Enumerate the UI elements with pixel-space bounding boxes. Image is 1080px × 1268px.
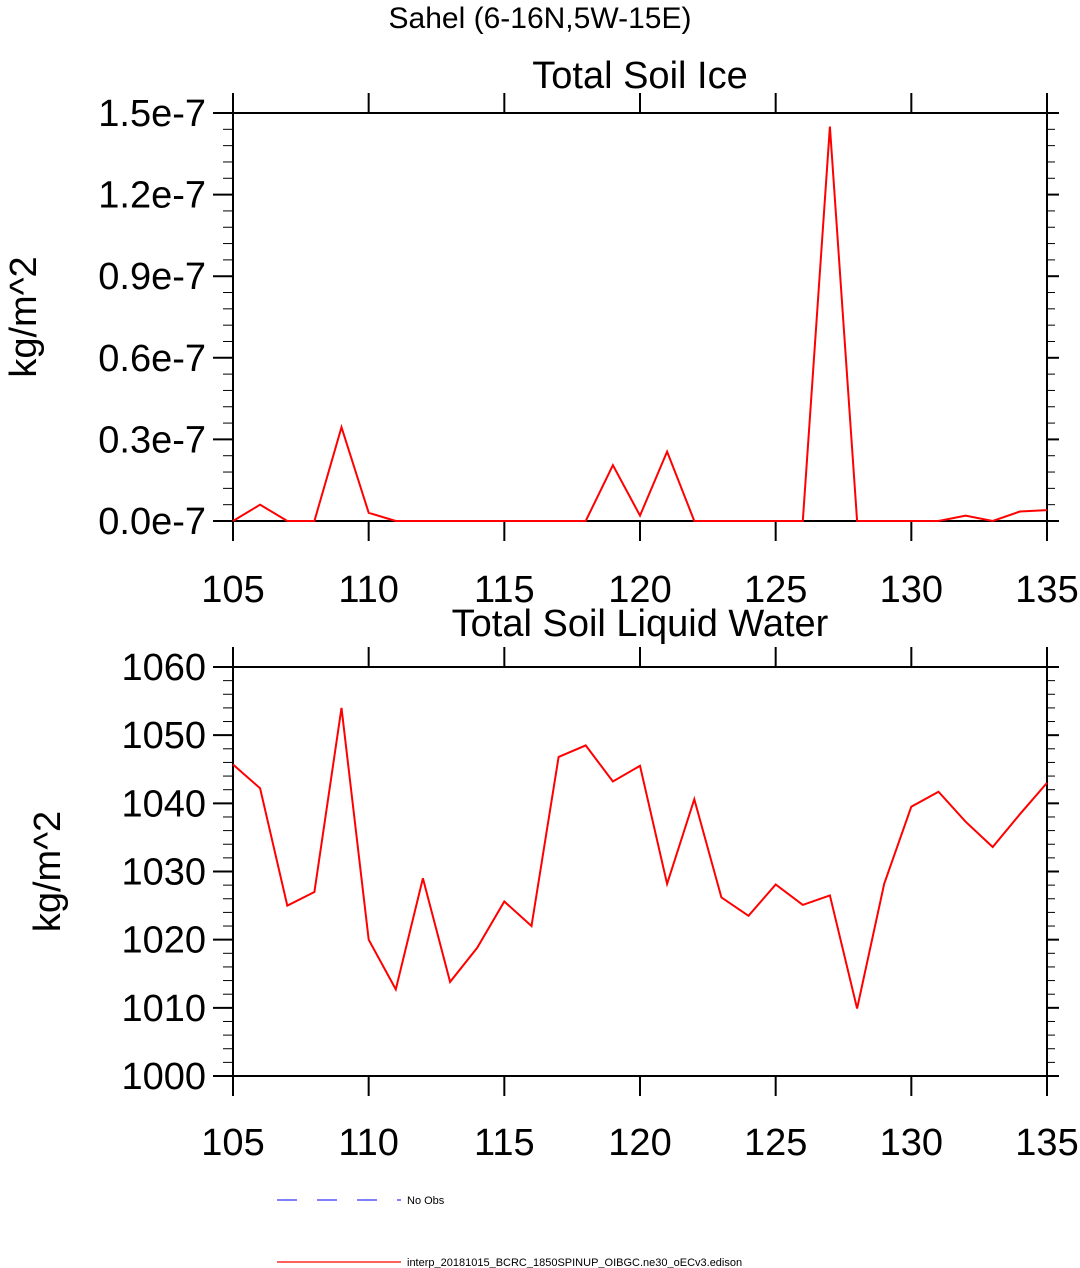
y-tick-label: 1020 bbox=[121, 920, 206, 962]
panel-title: Total Soil Ice bbox=[532, 55, 747, 97]
y-tick-label: 1030 bbox=[121, 852, 206, 894]
plot-frame bbox=[232, 666, 1048, 1077]
y-tick-label: 0.0e-7 bbox=[98, 501, 206, 543]
y-tick-label: 0.3e-7 bbox=[98, 419, 206, 461]
x-tick-label: 135 bbox=[1015, 1122, 1078, 1164]
legend: No Obs interp_20181015_BCRC_1850SPINUP_OI… bbox=[277, 1195, 742, 1268]
plot-frame bbox=[232, 112, 1048, 522]
x-tick-label: 120 bbox=[608, 569, 671, 611]
x-tick-label: 115 bbox=[474, 569, 535, 611]
x-tick-label: 125 bbox=[744, 569, 807, 611]
y-tick-label: 1.2e-7 bbox=[98, 175, 206, 217]
y-tick-label: 1060 bbox=[121, 647, 206, 689]
x-tick-label: 115 bbox=[474, 1122, 535, 1164]
panel-title: Total Soil Liquid Water bbox=[452, 603, 829, 645]
x-tick-label: 110 bbox=[338, 569, 399, 611]
y-tick-label: 1000 bbox=[121, 1056, 206, 1098]
series-line-1 bbox=[232, 707, 1048, 1009]
y-tick-label: 1.5e-7 bbox=[98, 93, 206, 135]
y-tick-label: 1010 bbox=[121, 988, 206, 1030]
legend-label-1: No Obs bbox=[407, 1195, 445, 1207]
x-tick-label: 135 bbox=[1015, 569, 1078, 611]
chart-panel-1: Total Soil Ice 105 110 115 120 125 130 135 0.0e-… bbox=[3, 55, 1079, 611]
figure-title: Sahel (6-16N,5W-15E) bbox=[389, 2, 692, 35]
y-tick-label: 0.9e-7 bbox=[98, 256, 206, 298]
y-tick-label: 1040 bbox=[121, 783, 206, 825]
x-tick-label: 105 bbox=[201, 1122, 264, 1164]
y-axis-label: kg/m^2 bbox=[3, 256, 45, 377]
x-tick-label: 125 bbox=[744, 1122, 807, 1164]
x-tick-label: 130 bbox=[880, 1122, 943, 1164]
y-axis-label: kg/m^2 bbox=[27, 811, 69, 932]
chart-panel-2: Total Soil Liquid Water 105 110 115 120 125 13… bbox=[27, 603, 1079, 1164]
x-tick-label: 120 bbox=[608, 1122, 671, 1164]
legend-label-2: interp_20181015_BCRC_1850SPINUP_OIBGC.ne… bbox=[407, 1257, 742, 1268]
chart-panels: Total Soil Ice 105 110 115 120 125 130 135 0.0e-… bbox=[3, 55, 1079, 1164]
series-line-1 bbox=[232, 126, 1048, 523]
y-tick-label: 0.6e-7 bbox=[98, 338, 206, 380]
x-tick-label: 110 bbox=[338, 1122, 399, 1164]
x-tick-label: 130 bbox=[880, 569, 943, 611]
x-tick-label: 105 bbox=[201, 569, 264, 611]
y-tick-label: 1050 bbox=[121, 715, 206, 757]
